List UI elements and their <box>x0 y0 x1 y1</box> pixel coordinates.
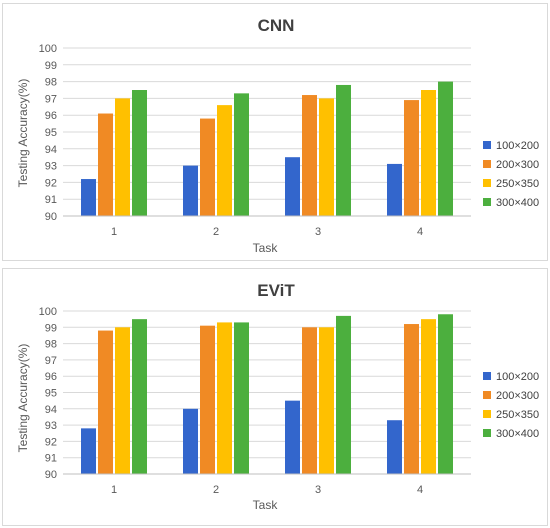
y-tick-label: 94 <box>45 144 57 156</box>
legend-swatch <box>483 160 491 168</box>
bar-100x200-task-4 <box>387 163 402 216</box>
y-tick-label: 91 <box>45 453 57 465</box>
y-tick-label: 98 <box>45 339 57 351</box>
legend-swatch <box>483 198 491 206</box>
bar-300x400-task-4 <box>438 314 453 474</box>
legend-label: 200×300 <box>496 390 539 402</box>
y-tick-label: 94 <box>45 404 57 416</box>
legend-label: 100×200 <box>496 371 539 383</box>
y-tick-label: 90 <box>45 211 57 223</box>
y-tick-label: 91 <box>45 194 57 206</box>
cnn-chart-svg: CNN Task Testing Accuracy(%) 90 91 92 93 94 9… <box>16 16 539 255</box>
evit-chart-svg: EViT Task Testing Accuracy(%) 90 91 92 93 94… <box>16 281 539 512</box>
x-tick-label: 2 <box>213 226 219 238</box>
bar-200x300-task-3 <box>302 95 317 216</box>
gridlines <box>63 47 471 217</box>
evit-chart-panel: EViT Task Testing Accuracy(%) 90 91 92 93 94… <box>2 268 548 526</box>
bar-250x350-task-1 <box>115 98 130 216</box>
bar-100x200-task-1 <box>81 179 96 216</box>
legend-swatch <box>483 429 491 437</box>
y-axis-label: Testing Accuracy(%) <box>16 79 30 188</box>
bar-250x350-task-1 <box>115 327 130 474</box>
y-tick-label: 93 <box>45 420 57 432</box>
legend-label: 300×400 <box>496 428 539 440</box>
y-tick-label: 97 <box>45 93 57 105</box>
bar-300x400-task-3 <box>336 84 351 217</box>
bar-100x200-task-4 <box>387 420 402 474</box>
y-tick-label: 100 <box>39 306 57 318</box>
legend: 100×200 200×300 250×350 300×400 <box>483 371 539 440</box>
bar-100x200-task-3 <box>285 400 300 474</box>
bars <box>81 81 453 217</box>
bar-200x300-task-2 <box>200 118 215 216</box>
bar-100x200-task-3 <box>285 157 300 216</box>
x-axis-label: Task <box>253 241 279 255</box>
bar-300x400-task-2 <box>234 93 249 216</box>
bar-250x350-task-3 <box>319 327 334 474</box>
cnn-chart-panel: CNN Task Testing Accuracy(%) 90 91 92 93 94 9… <box>2 3 548 261</box>
y-tick-label: 98 <box>45 77 57 89</box>
y-tick-label: 97 <box>45 355 57 367</box>
bar-200x300-task-3 <box>302 327 317 474</box>
x-tick-label: 1 <box>111 226 117 238</box>
x-axis-label: Task <box>253 498 279 512</box>
legend-swatch <box>483 410 491 418</box>
bar-250x350-task-4 <box>421 90 436 216</box>
y-tick-label: 100 <box>39 43 57 55</box>
bar-100x200-task-2 <box>183 165 198 216</box>
x-tick-label: 4 <box>417 226 423 238</box>
y-tick-label: 99 <box>45 60 57 72</box>
bar-300x400-task-2 <box>234 322 249 474</box>
legend-label: 100×200 <box>496 140 539 152</box>
y-tick-label: 95 <box>45 388 57 400</box>
bar-250x350-task-3 <box>319 98 334 216</box>
legend-swatch <box>483 179 491 187</box>
y-tick-label: 93 <box>45 161 57 173</box>
bar-100x200-task-2 <box>183 408 198 474</box>
legend-label: 250×350 <box>496 409 539 421</box>
legend-swatch <box>483 141 491 149</box>
x-tick-label: 3 <box>315 484 321 496</box>
bar-200x300-task-1 <box>98 330 113 474</box>
y-tick-label: 99 <box>45 322 57 334</box>
bar-200x300-task-4 <box>404 324 419 474</box>
y-tick-label: 90 <box>45 469 57 481</box>
bar-300x400-task-3 <box>336 315 351 474</box>
chart-title: EViT <box>257 281 295 300</box>
bars <box>81 314 453 474</box>
y-tick-label: 96 <box>45 110 57 122</box>
y-axis-label: Testing Accuracy(%) <box>16 344 30 453</box>
bar-250x350-task-2 <box>217 105 232 216</box>
y-tick-label: 95 <box>45 127 57 139</box>
legend-label: 300×400 <box>496 197 539 209</box>
legend: 100×200 200×300 250×350 300×400 <box>483 140 539 209</box>
bar-200x300-task-1 <box>98 113 113 216</box>
bar-200x300-task-2 <box>200 325 215 474</box>
y-tick-label: 92 <box>45 436 57 448</box>
bar-300x400-task-4 <box>438 81 453 216</box>
x-tick-label: 2 <box>213 484 219 496</box>
bar-200x300-task-4 <box>404 100 419 216</box>
bar-100x200-task-1 <box>81 428 96 474</box>
x-tick-label: 3 <box>315 226 321 238</box>
legend-label: 250×350 <box>496 178 539 190</box>
chart-title: CNN <box>258 16 295 35</box>
y-tick-label: 92 <box>45 177 57 189</box>
x-tick-label: 4 <box>417 484 423 496</box>
legend-swatch <box>483 391 491 399</box>
x-tick-label: 1 <box>111 484 117 496</box>
bar-250x350-task-4 <box>421 319 436 474</box>
bar-300x400-task-1 <box>132 319 147 474</box>
bar-250x350-task-2 <box>217 322 232 474</box>
bar-300x400-task-1 <box>132 90 147 216</box>
legend-swatch <box>483 372 491 380</box>
legend-label: 200×300 <box>496 159 539 171</box>
y-tick-label: 96 <box>45 371 57 383</box>
